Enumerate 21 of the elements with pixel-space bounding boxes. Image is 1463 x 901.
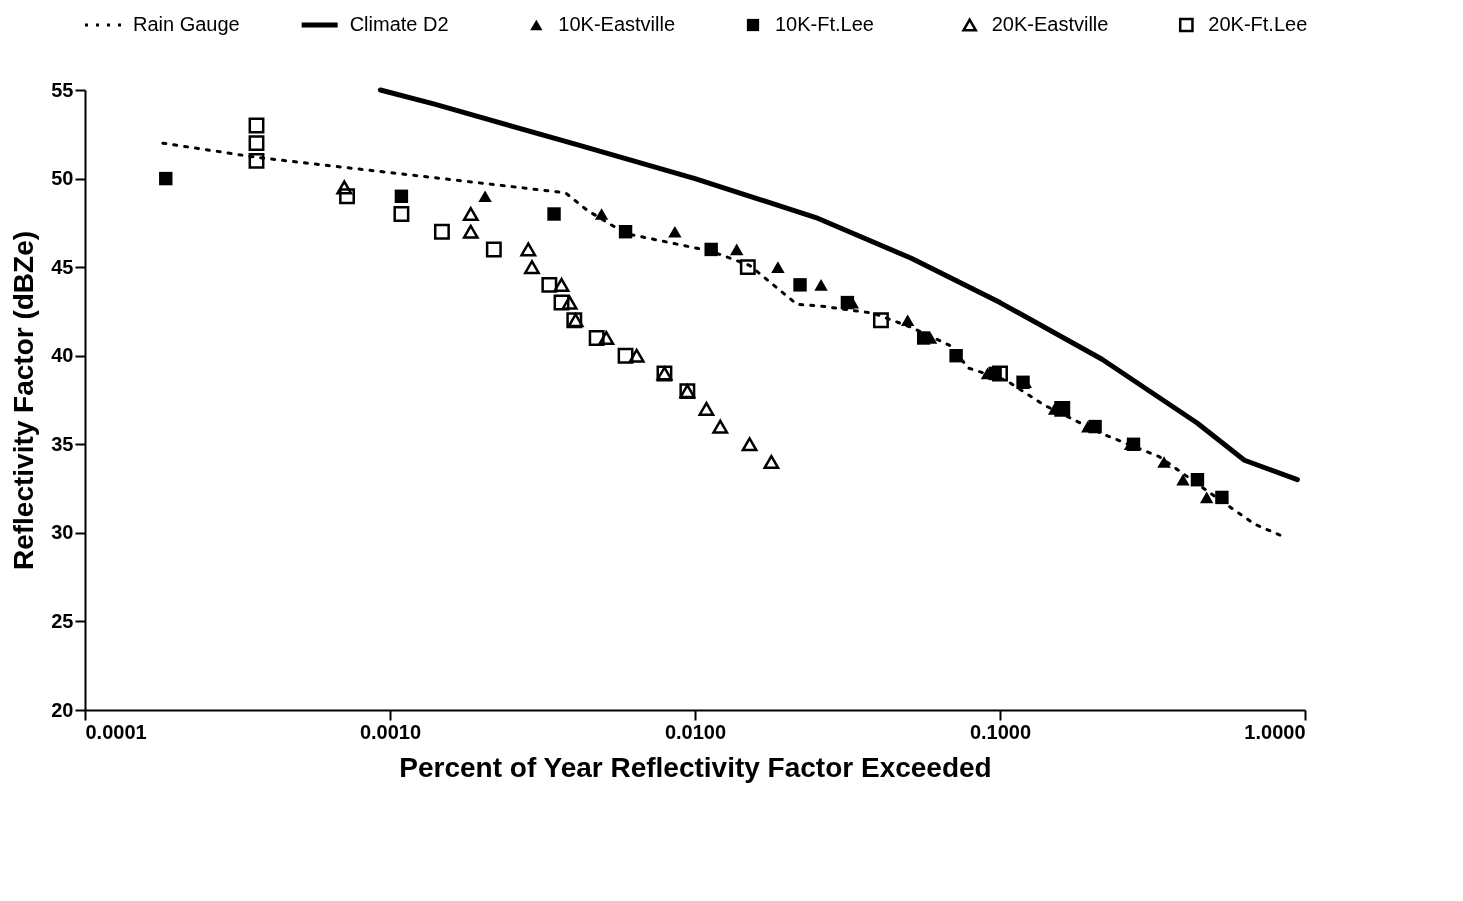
y-tick-label: 35	[51, 432, 74, 455]
x-tick-label: 0.0001	[85, 720, 147, 743]
x-tick-label: 0.0100	[664, 720, 727, 743]
x-axis-title: Percent of Year Reflectivity Factor Exceeded	[399, 751, 992, 783]
legend-label: Rain Gauge	[133, 13, 240, 35]
y-axis-title: Reflectivity Factor (dBZe)	[8, 230, 40, 571]
legend-label: 20K-Ft.Lee	[1208, 13, 1308, 35]
x-tick-label: 1.0000	[1244, 720, 1306, 743]
legend-label: 10K-Eastville	[558, 13, 676, 35]
x-tick-label: 0.0010	[359, 720, 422, 743]
y-tick-label: 50	[51, 167, 74, 190]
y-tick-label: 40	[51, 344, 74, 367]
y-tick-label: 25	[51, 609, 74, 632]
legend-label: Climate D2	[349, 13, 449, 35]
legend-label: 10K-Ft.Lee	[775, 13, 874, 35]
legend-label: 20K-Eastville	[991, 13, 1109, 35]
x-tick-label: 0.1000	[969, 720, 1032, 743]
y-tick-label: 30	[51, 521, 74, 544]
y-tick-label: 55	[51, 78, 74, 101]
y-tick-label: 45	[51, 255, 74, 278]
y-tick-label: 20	[51, 698, 74, 721]
